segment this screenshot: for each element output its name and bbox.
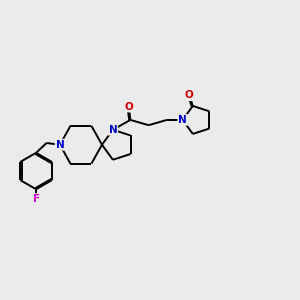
Text: F: F: [32, 194, 40, 204]
Text: O: O: [124, 102, 133, 112]
Text: N: N: [178, 115, 187, 125]
Text: N: N: [109, 125, 117, 135]
Text: N: N: [56, 140, 64, 150]
Text: O: O: [185, 90, 194, 100]
